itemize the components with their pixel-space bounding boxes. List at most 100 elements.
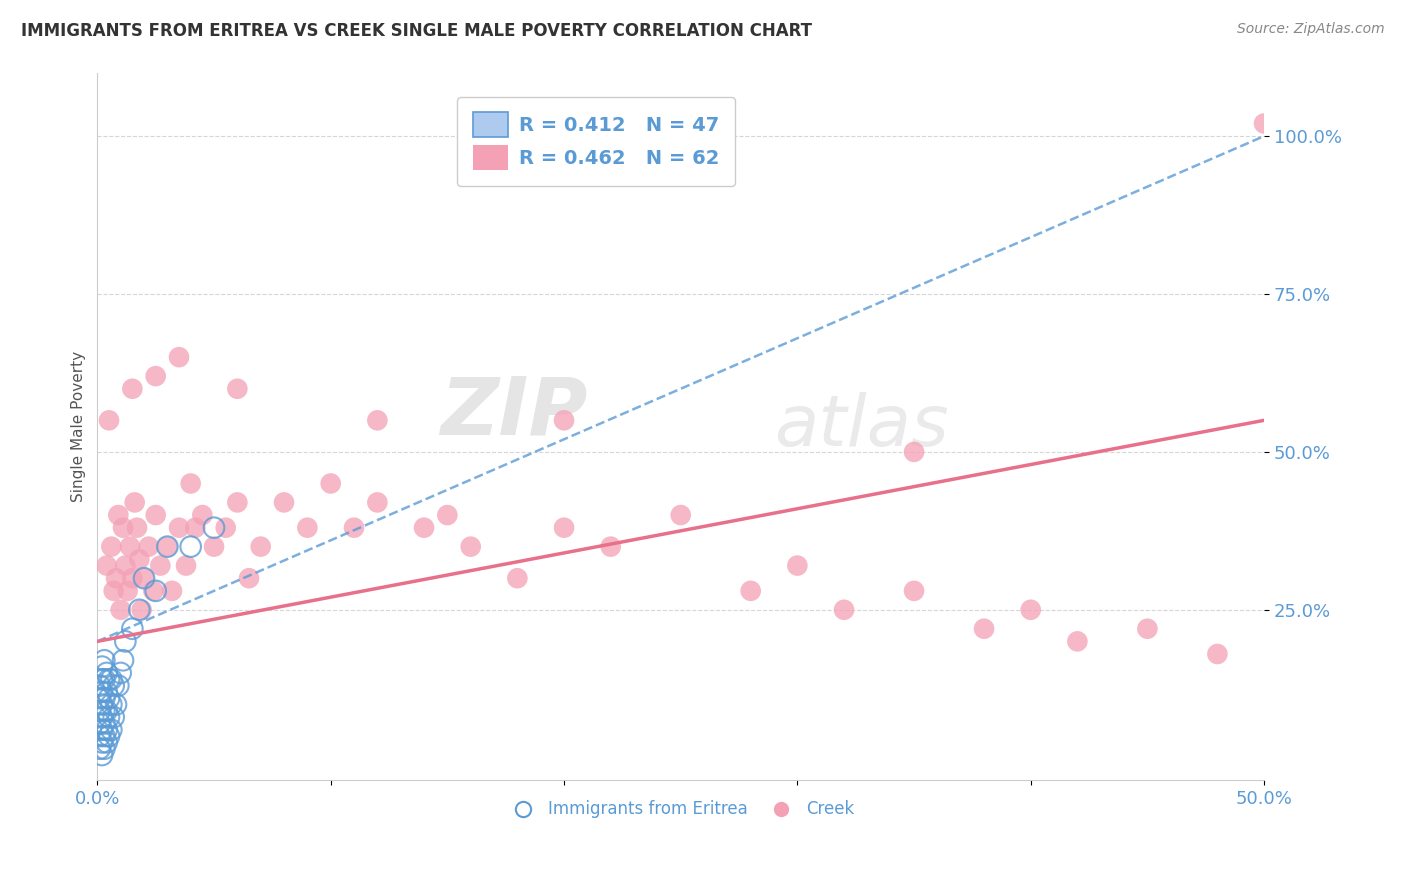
Point	[89, 741, 111, 756]
Point	[167, 350, 190, 364]
Point	[1066, 634, 1088, 648]
Point	[1019, 603, 1042, 617]
Point	[740, 583, 762, 598]
Point	[118, 540, 141, 554]
Point	[238, 571, 260, 585]
Point	[1206, 647, 1229, 661]
Point	[89, 704, 111, 718]
Point	[93, 672, 115, 686]
Point	[436, 508, 458, 522]
Point	[506, 571, 529, 585]
Point	[89, 679, 111, 693]
Point	[174, 558, 197, 573]
Point	[413, 521, 436, 535]
Point	[343, 521, 366, 535]
Point	[91, 723, 114, 737]
Point	[98, 691, 121, 706]
Point	[1253, 116, 1275, 130]
Point	[1136, 622, 1159, 636]
Point	[89, 691, 111, 706]
Point	[599, 540, 621, 554]
Text: atlas: atlas	[775, 392, 949, 461]
Point	[832, 603, 855, 617]
Point	[117, 583, 139, 598]
Point	[180, 476, 202, 491]
Point	[132, 571, 155, 585]
Point	[149, 558, 172, 573]
Point	[297, 521, 319, 535]
Point	[91, 747, 114, 762]
Point	[121, 622, 143, 636]
Point	[156, 540, 179, 554]
Point	[93, 741, 115, 756]
Point	[96, 558, 118, 573]
Point	[114, 558, 136, 573]
Point	[103, 583, 125, 598]
Point	[319, 476, 342, 491]
Point	[111, 653, 134, 667]
Point	[553, 413, 575, 427]
Point	[91, 659, 114, 673]
Point	[91, 698, 114, 712]
Point	[96, 685, 118, 699]
Point	[138, 540, 160, 554]
Point	[202, 540, 225, 554]
Point	[91, 710, 114, 724]
Point	[121, 382, 143, 396]
Point	[96, 735, 118, 749]
Point	[249, 540, 271, 554]
Point	[215, 521, 238, 535]
Point	[107, 679, 129, 693]
Point	[145, 508, 167, 522]
Point	[226, 495, 249, 509]
Point	[124, 495, 146, 509]
Text: IMMIGRANTS FROM ERITREA VS CREEK SINGLE MALE POVERTY CORRELATION CHART: IMMIGRANTS FROM ERITREA VS CREEK SINGLE …	[21, 22, 813, 40]
Point	[98, 413, 121, 427]
Point	[180, 540, 202, 554]
Point	[460, 540, 482, 554]
Point	[100, 698, 122, 712]
Point	[93, 729, 115, 743]
Point	[132, 571, 155, 585]
Point	[111, 521, 134, 535]
Point	[93, 691, 115, 706]
Point	[105, 571, 128, 585]
Point	[121, 571, 143, 585]
Point	[100, 540, 122, 554]
Point	[128, 552, 150, 566]
Point	[786, 558, 808, 573]
Point	[93, 653, 115, 667]
Point	[131, 603, 153, 617]
Point	[98, 672, 121, 686]
Point	[128, 603, 150, 617]
Text: ZIP: ZIP	[440, 374, 588, 451]
Point	[103, 710, 125, 724]
Point	[145, 369, 167, 384]
Point	[202, 521, 225, 535]
Point	[91, 685, 114, 699]
Point	[96, 723, 118, 737]
Point	[91, 735, 114, 749]
Point	[91, 672, 114, 686]
Point	[145, 583, 167, 598]
Point	[553, 521, 575, 535]
Point	[156, 540, 179, 554]
Point	[98, 729, 121, 743]
Point	[125, 521, 148, 535]
Point	[167, 521, 190, 535]
Point	[226, 382, 249, 396]
Point	[110, 665, 132, 680]
Point	[96, 665, 118, 680]
Text: Source: ZipAtlas.com: Source: ZipAtlas.com	[1237, 22, 1385, 37]
Point	[89, 716, 111, 731]
Point	[273, 495, 295, 509]
Y-axis label: Single Male Poverty: Single Male Poverty	[72, 351, 86, 502]
Point	[669, 508, 692, 522]
Point	[107, 508, 129, 522]
Point	[110, 603, 132, 617]
Point	[191, 508, 214, 522]
Point	[93, 704, 115, 718]
Point	[105, 698, 128, 712]
Point	[184, 521, 207, 535]
Legend: Immigrants from Eritrea, Creek: Immigrants from Eritrea, Creek	[501, 794, 862, 825]
